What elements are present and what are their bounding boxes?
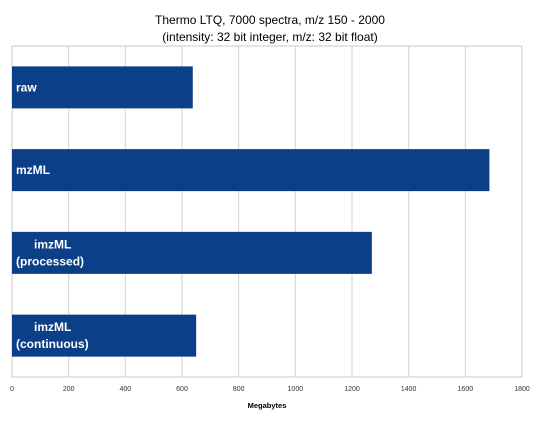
- bar-category-label: (continuous): [16, 337, 89, 351]
- x-tick-label: 1800: [514, 386, 530, 393]
- x-tick-label: 0: [10, 386, 14, 393]
- bar-category-label: raw: [16, 80, 37, 94]
- chart-title: Thermo LTQ, 7000 spectra, m/z 150 - 2000: [155, 13, 385, 27]
- x-tick-label: 1000: [288, 386, 304, 393]
- x-tick-label: 200: [63, 386, 75, 393]
- bar: [12, 149, 490, 192]
- bar-category-label: (processed): [16, 254, 84, 268]
- x-tick-labels: 0 200 400 600 800 1000 1200 1400 1600 1800: [10, 386, 530, 393]
- bar: [12, 314, 197, 357]
- x-tick-label: 400: [119, 386, 131, 393]
- x-axis-label: Megabytes: [248, 401, 287, 410]
- bar-category-label: mzML: [16, 163, 50, 177]
- bar-category-label: imzML: [34, 237, 71, 251]
- x-tick-label: 1600: [458, 386, 474, 393]
- chart-subtitle: (intensity: 32 bit integer, m/z: 32 bit …: [162, 30, 377, 44]
- bar: [12, 231, 372, 274]
- bars: [12, 66, 490, 357]
- bar-labels: raw mzML imzML (processed) imzML (continuous): [16, 80, 89, 351]
- x-tick-label: 1200: [344, 386, 360, 393]
- x-tick-label: 800: [233, 386, 245, 393]
- bar-category-label: imzML: [34, 320, 71, 334]
- bar: [12, 66, 193, 109]
- x-tick-label: 1400: [401, 386, 417, 393]
- x-tick-label: 600: [176, 386, 188, 393]
